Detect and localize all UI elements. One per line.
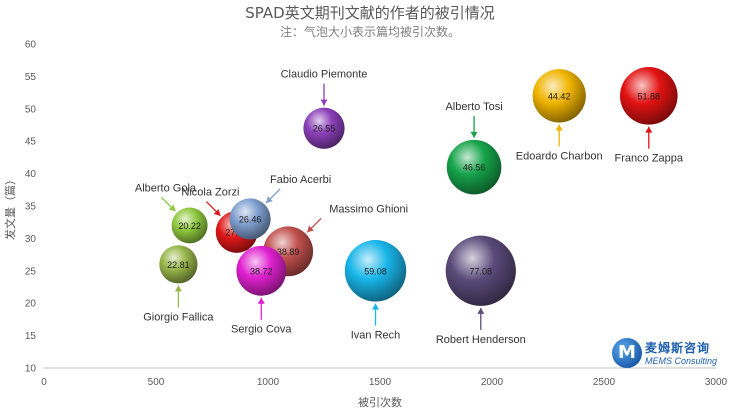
bubble-value-label: 51.88: [638, 91, 661, 101]
bubble-value-label: 22.81: [167, 260, 190, 270]
bubble: [236, 245, 287, 296]
bubble: [229, 198, 271, 240]
bubble: [445, 235, 516, 306]
y-tick-label: 35: [25, 202, 37, 213]
series-name-label: Alberto Gola: [135, 182, 197, 194]
logo-english-text: MEMS Consulting: [645, 356, 718, 366]
series-name-label: Ivan Rech: [351, 330, 401, 342]
bubble-value-label: 20.22: [178, 221, 201, 231]
chart-title: SPAD英文期刊文献的作者的被引情况: [245, 4, 494, 22]
x-tick-label: 2000: [481, 377, 504, 388]
x-tick-label: 1000: [257, 377, 280, 388]
x-tick-label: 1500: [369, 377, 392, 388]
x-tick-label: 2500: [593, 377, 616, 388]
logo-chinese-text: 麦姆斯咨询: [645, 341, 711, 355]
series-name-label: Robert Henderson: [436, 334, 526, 346]
bubble-value-label: 46.56: [463, 163, 486, 173]
chart-subtitle: 注：气泡大小表示篇均被引次数。: [280, 24, 460, 39]
callout-arrowhead: [168, 204, 176, 212]
y-tick-label: 40: [25, 169, 37, 180]
series-name-label: Alberto Tosi: [445, 101, 502, 113]
logo-badge-icon: M: [612, 338, 642, 368]
y-tick-label: 50: [25, 104, 37, 115]
callout-arrowhead: [307, 225, 314, 233]
series-name-label: Giorgio Fallica: [143, 311, 214, 323]
callout-arrowhead: [645, 126, 653, 133]
mems-consulting-logo: M 麦姆斯咨询 MEMS Consulting: [612, 337, 730, 371]
bubble-value-label: 38.72: [250, 266, 273, 276]
bubble: [446, 139, 502, 195]
y-tick-label: 55: [25, 72, 37, 83]
y-tick-label: 25: [25, 266, 37, 277]
y-tick-label: 20: [25, 299, 37, 310]
y-tick-label: 30: [25, 234, 37, 245]
bubble-value-label: 77.08: [470, 266, 493, 276]
callout-arrowhead: [320, 99, 328, 106]
callout-arrowhead: [470, 131, 478, 138]
series-name-label: Massimo Ghioni: [329, 203, 408, 215]
bubble-value-label: 59.08: [364, 266, 387, 276]
series-name-label: Sergio Cova: [231, 324, 292, 336]
x-axis-label: 被引次数: [358, 395, 402, 409]
bubble: [171, 207, 208, 244]
bubble: [344, 240, 407, 302]
callout-arrowhead: [174, 285, 182, 292]
callout-arrowhead: [477, 307, 485, 314]
callout-arrowhead: [266, 196, 273, 203]
y-tick-label: 60: [25, 40, 37, 51]
callout-arrowhead: [372, 303, 380, 310]
callout-arrowhead: [555, 124, 563, 131]
bubble-value-label: 26.46: [239, 214, 262, 224]
series-name-label: Nicola Zorzi: [181, 187, 239, 199]
bubble: [159, 245, 198, 284]
bubble-value-label: 38.89: [277, 247, 300, 257]
bubble-value-label: 44.42: [548, 91, 571, 101]
y-tick-label: 15: [25, 331, 37, 342]
series-name-label: Edoardo Charbon: [516, 150, 603, 162]
callout-arrowhead: [213, 208, 221, 216]
bubble-value-label: 26.55: [313, 124, 336, 134]
x-tick-label: 3000: [705, 377, 728, 388]
series-name-label: Franco Zappa: [615, 153, 684, 165]
series-name-label: Fabio Acerbi: [270, 174, 331, 186]
series-name-label: Claudio Piemonte: [281, 69, 368, 81]
y-axis-label: 发文量（篇）: [3, 174, 17, 240]
callout-arrowhead: [257, 297, 265, 304]
y-tick-label: 10: [25, 364, 37, 375]
x-tick-label: 0: [41, 377, 47, 388]
bubble: [619, 67, 678, 125]
y-tick-label: 45: [25, 137, 37, 148]
bubble: [303, 107, 345, 149]
x-tick-label: 500: [148, 377, 165, 388]
bubble: [532, 69, 586, 123]
